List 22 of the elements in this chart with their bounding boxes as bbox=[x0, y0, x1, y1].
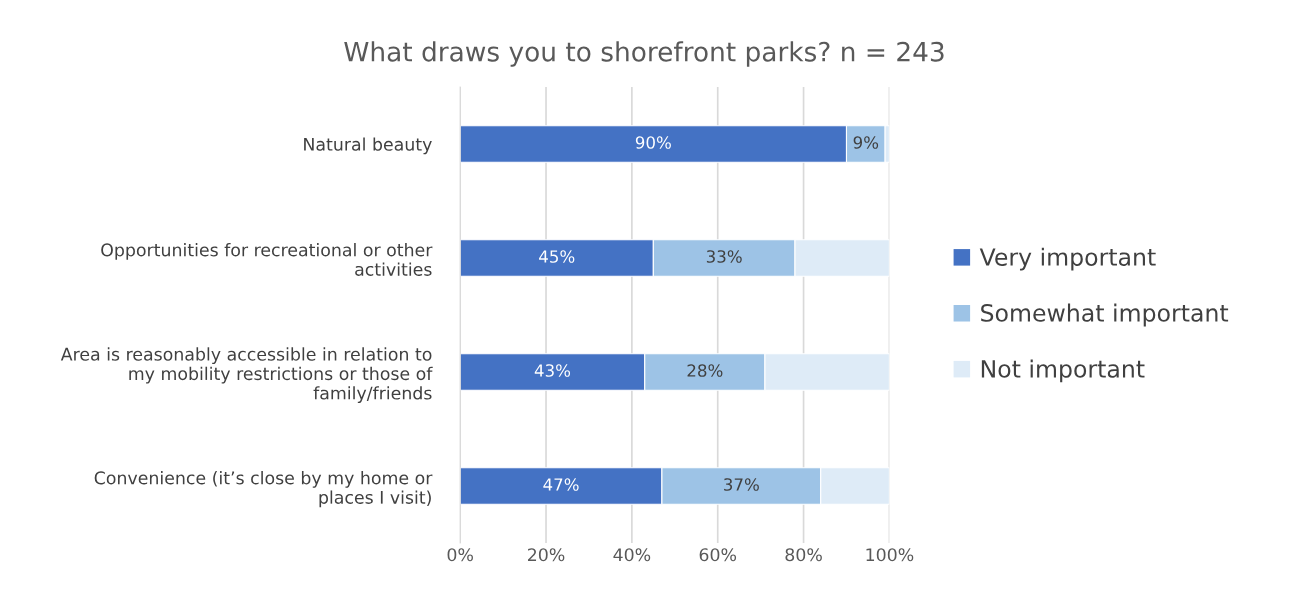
legend-label: Somewhat important bbox=[981, 303, 1229, 327]
x-tick-label: 40% bbox=[613, 548, 651, 562]
y-tick-label: Natural beauty bbox=[304, 137, 432, 155]
y-tick-label: Opportunities for recreational or other activities bbox=[101, 243, 433, 276]
x-tick-label: 20% bbox=[528, 548, 565, 562]
legend-label: Very important bbox=[979, 247, 1156, 271]
data-label: 90% bbox=[635, 136, 671, 149]
x-tick-label: 100% bbox=[866, 548, 914, 562]
legend-label: Not important bbox=[981, 359, 1145, 383]
data-label: 33% bbox=[706, 250, 742, 263]
data-label: 47% bbox=[543, 478, 579, 491]
data-label: 28% bbox=[687, 364, 723, 377]
data-label: 45% bbox=[539, 250, 575, 263]
x-tick-label: 60% bbox=[699, 548, 737, 562]
data-label: 43% bbox=[534, 364, 571, 377]
x-tick-label: 80% bbox=[785, 548, 822, 562]
data-label: 37% bbox=[724, 478, 759, 491]
y-tick-label: Area is reasonably accessible in relation to my mobility restrictions or those of family/friends bbox=[60, 347, 433, 403]
x-tick-label: 0% bbox=[447, 548, 473, 562]
y-tick-label: Convenience (it’s close by my home or places I visit) bbox=[94, 471, 433, 508]
data-label: 9% bbox=[853, 136, 879, 149]
chart-title: What draws you to shorefront parks? n = 243 bbox=[344, 41, 944, 67]
